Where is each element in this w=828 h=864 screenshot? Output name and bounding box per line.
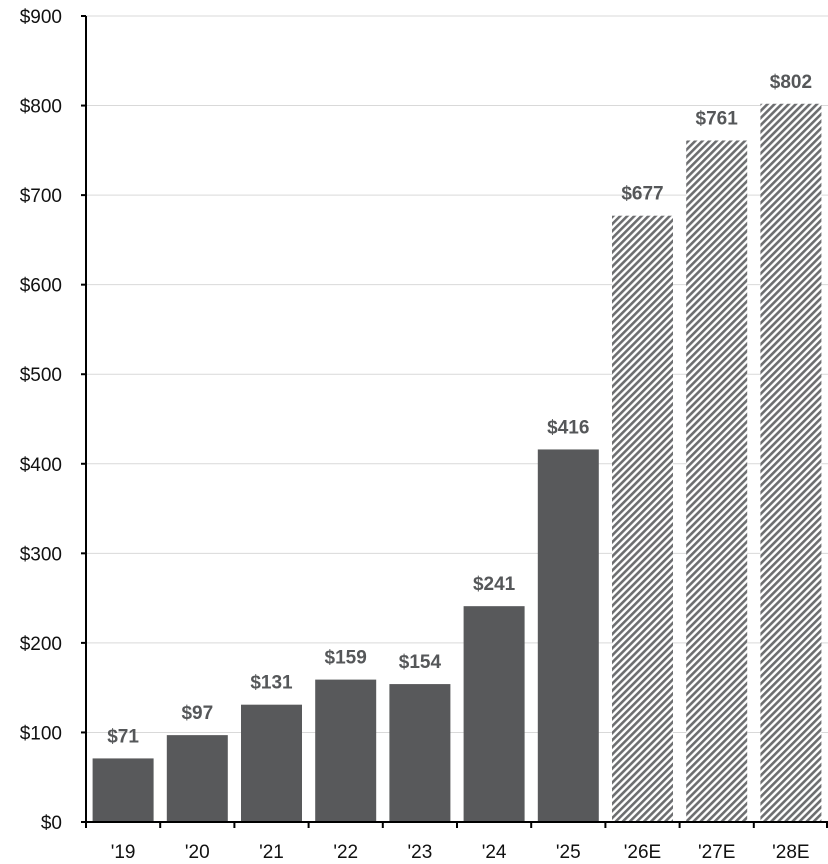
data-label: $71 xyxy=(107,726,139,747)
bar xyxy=(92,758,154,822)
data-label: $131 xyxy=(250,673,293,694)
data-label: $677 xyxy=(621,184,663,205)
bar xyxy=(166,735,228,822)
x-tick-label: '28E xyxy=(772,842,809,863)
y-tick-label: $600 xyxy=(20,276,62,297)
axes: $0 $100 $200 $300 $400 $500 $600 $700 $800 $900 '1… xyxy=(20,7,828,863)
y-tick-label: $800 xyxy=(20,97,62,118)
data-labels: $71 $97 $131 $159 $154 $241 $416 $677 $761 $802 xyxy=(107,72,812,748)
x-tick-label: '24 xyxy=(482,842,507,863)
data-label: $97 xyxy=(181,703,213,724)
bar-estimate xyxy=(686,140,748,822)
y-tick-label: $700 xyxy=(20,186,62,207)
bar xyxy=(241,704,302,822)
y-tick-label: $900 xyxy=(20,7,62,28)
bar xyxy=(389,684,451,822)
data-label: $241 xyxy=(473,574,516,595)
bar xyxy=(537,449,599,822)
y-tick-label: $0 xyxy=(41,813,62,834)
x-tick-label: '27E xyxy=(698,842,735,863)
x-tick-label: '20 xyxy=(185,842,210,863)
x-tick-label: '19 xyxy=(111,842,136,863)
y-tick-label: $500 xyxy=(20,365,62,386)
gridlines xyxy=(86,15,828,733)
bar xyxy=(315,679,377,822)
x-tick-label: '22 xyxy=(333,842,358,863)
data-label: $159 xyxy=(325,648,367,669)
x-tick-label: '25 xyxy=(556,842,581,863)
y-tick-label: $300 xyxy=(20,544,62,565)
data-label: $802 xyxy=(770,72,812,93)
data-label: $761 xyxy=(696,108,739,129)
y-tick-label: $100 xyxy=(20,723,62,744)
bars xyxy=(92,103,822,823)
bar xyxy=(463,606,525,822)
x-tick-label: '23 xyxy=(408,842,433,863)
bar-estimate xyxy=(760,103,822,822)
y-tick-label: $200 xyxy=(20,634,62,655)
data-label: $416 xyxy=(547,417,589,438)
y-tick-label: $400 xyxy=(20,455,62,476)
x-tick-label: '26E xyxy=(624,842,661,863)
x-tick-label: '21 xyxy=(259,842,284,863)
bar-estimate xyxy=(612,215,673,823)
data-label: $154 xyxy=(399,652,442,673)
